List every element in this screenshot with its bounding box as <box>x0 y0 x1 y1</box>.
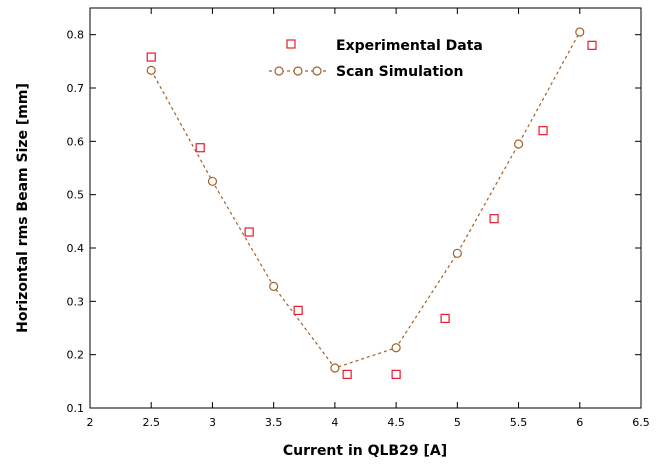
experimental-point <box>538 126 548 136</box>
x-tick-label: 5.5 <box>510 416 528 429</box>
simulation-point <box>452 248 462 258</box>
y-tick-label: 0.8 <box>67 29 85 42</box>
simulation-point <box>391 343 401 353</box>
legend-marker-simulation <box>293 66 303 76</box>
simulation-point <box>575 27 585 37</box>
x-tick-label: 2 <box>87 416 94 429</box>
x-tick-label: 5 <box>454 416 461 429</box>
legend-label-simulation: Scan Simulation <box>336 64 463 80</box>
x-axis-title: Current in QLB29 [A] <box>283 443 447 459</box>
simulation-point <box>146 65 156 76</box>
ticks-layer: 2 2.5 3 3.5 4 4.5 5 5.5 6 6.5 0.1 0.2 0.3 0.4 0.5 0.6 0.… <box>67 8 650 429</box>
x-tick-label: 4.5 <box>387 416 405 429</box>
legend-label-experimental: Experimental Data <box>336 38 483 54</box>
simulation-point <box>207 176 218 186</box>
experimental-point <box>489 214 499 224</box>
simulation-line <box>150 31 581 369</box>
series-layer <box>146 27 597 379</box>
experimental-point <box>342 369 352 379</box>
legend-marker-simulation <box>274 66 284 76</box>
legend: Experimental Data Scan Simulation <box>269 38 483 80</box>
legend-marker-experimental <box>286 39 296 49</box>
experimental-point <box>440 313 450 323</box>
y-tick-label: 0.5 <box>67 189 85 202</box>
y-axis-title: Horizontal rms Beam Size [mm] <box>15 83 31 333</box>
y-tick-label: 0.4 <box>67 242 85 255</box>
experimental-point <box>195 143 205 153</box>
simulation-point <box>513 139 524 149</box>
y-tick-label: 0.1 <box>67 402 85 415</box>
x-tick-label: 2.5 <box>142 416 160 429</box>
x-tick-label: 6 <box>576 416 583 429</box>
simulation-point <box>269 281 279 291</box>
legend-marker-simulation <box>312 66 322 76</box>
y-tick-label: 0.6 <box>67 135 85 148</box>
plot-frame <box>89 7 642 409</box>
y-tick-label: 0.7 <box>67 82 85 95</box>
x-tick-label: 6.5 <box>632 416 650 429</box>
experimental-point <box>587 40 597 50</box>
experimental-point <box>244 227 254 237</box>
y-tick-label: 0.3 <box>67 295 85 308</box>
experimental-point <box>146 52 156 62</box>
x-tick-label: 3.5 <box>265 416 283 429</box>
experimental-point <box>293 305 303 315</box>
x-tick-label: 3 <box>209 416 216 429</box>
y-tick-label: 0.2 <box>67 349 85 362</box>
experimental-point <box>391 369 401 379</box>
x-tick-label: 4 <box>331 416 338 429</box>
simulation-point <box>330 363 340 373</box>
